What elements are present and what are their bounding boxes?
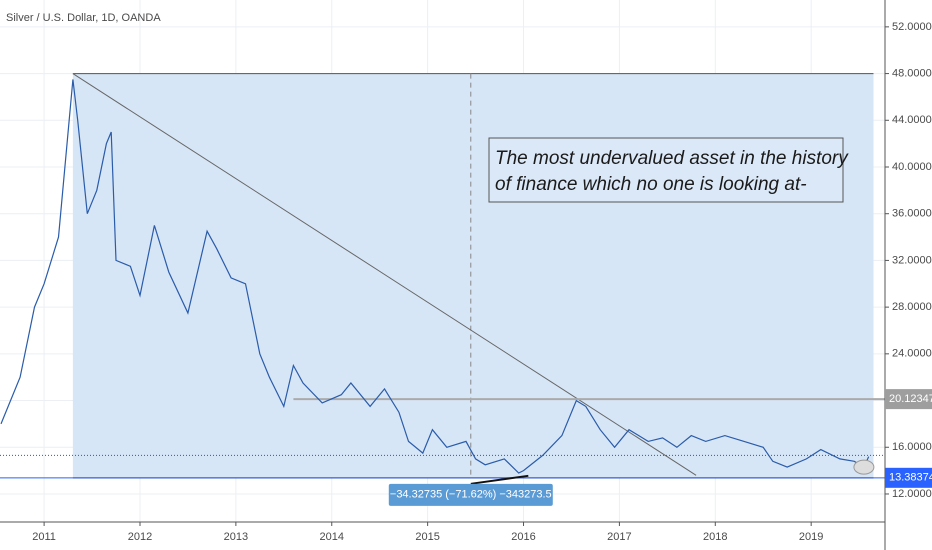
y-tick-label: 48.00000 bbox=[892, 67, 932, 79]
x-tick-label: 2018 bbox=[703, 531, 727, 543]
x-tick-label: 2013 bbox=[224, 531, 248, 543]
axes: 12.0000016.0000020.0000024.0000028.00000… bbox=[32, 21, 932, 543]
price-label-bg bbox=[885, 467, 932, 488]
x-tick-label: 2011 bbox=[32, 531, 56, 543]
annotation-text: The most undervalued asset in the histor… bbox=[495, 148, 849, 169]
x-tick-label: 2016 bbox=[511, 531, 535, 543]
cursor-marker bbox=[853, 459, 875, 475]
y-tick-label: 24.00000 bbox=[892, 348, 932, 360]
y-tick-label: 36.00000 bbox=[892, 208, 932, 220]
measure-box bbox=[72, 73, 874, 478]
y-axis-panel bbox=[885, 0, 932, 550]
x-tick-label: 2014 bbox=[320, 531, 344, 543]
y-tick-label: 32.00000 bbox=[892, 254, 932, 266]
y-tick-label: 12.00000 bbox=[892, 488, 932, 500]
price-label: 13.38374 bbox=[889, 472, 932, 484]
measure-label: −34.32735 (−71.62%) −343273.5 bbox=[390, 489, 552, 501]
price-series bbox=[0, 79, 870, 474]
measure-arrow bbox=[470, 474, 529, 485]
x-tick-label: 2019 bbox=[799, 531, 823, 543]
y-tick-label: 28.00000 bbox=[892, 301, 932, 313]
price-label-bg bbox=[885, 389, 932, 410]
x-tick-label: 2017 bbox=[607, 531, 631, 543]
x-axis-panel bbox=[0, 522, 932, 550]
y-tick-label: 16.00000 bbox=[892, 441, 932, 453]
y-tick-label: 44.00000 bbox=[892, 114, 932, 126]
x-tick-label: 2012 bbox=[128, 531, 152, 543]
series: −34.32735 (−71.62%) −343273.5 The most un… bbox=[0, 79, 875, 506]
measure-label-bg bbox=[388, 483, 553, 506]
y-tick-label: 52.00000 bbox=[892, 21, 932, 33]
trendline bbox=[72, 73, 697, 476]
y-tick-label: 40.00000 bbox=[892, 161, 932, 173]
chart-title: Silver / U.S. Dollar, 1D, OANDA bbox=[6, 12, 161, 24]
overlay bbox=[0, 73, 885, 479]
annotation-text: of finance which no one is looking at- bbox=[495, 174, 807, 195]
x-tick-label: 2015 bbox=[415, 531, 439, 543]
annotation-box bbox=[488, 137, 844, 203]
price-label: 20.12347 bbox=[889, 393, 932, 405]
